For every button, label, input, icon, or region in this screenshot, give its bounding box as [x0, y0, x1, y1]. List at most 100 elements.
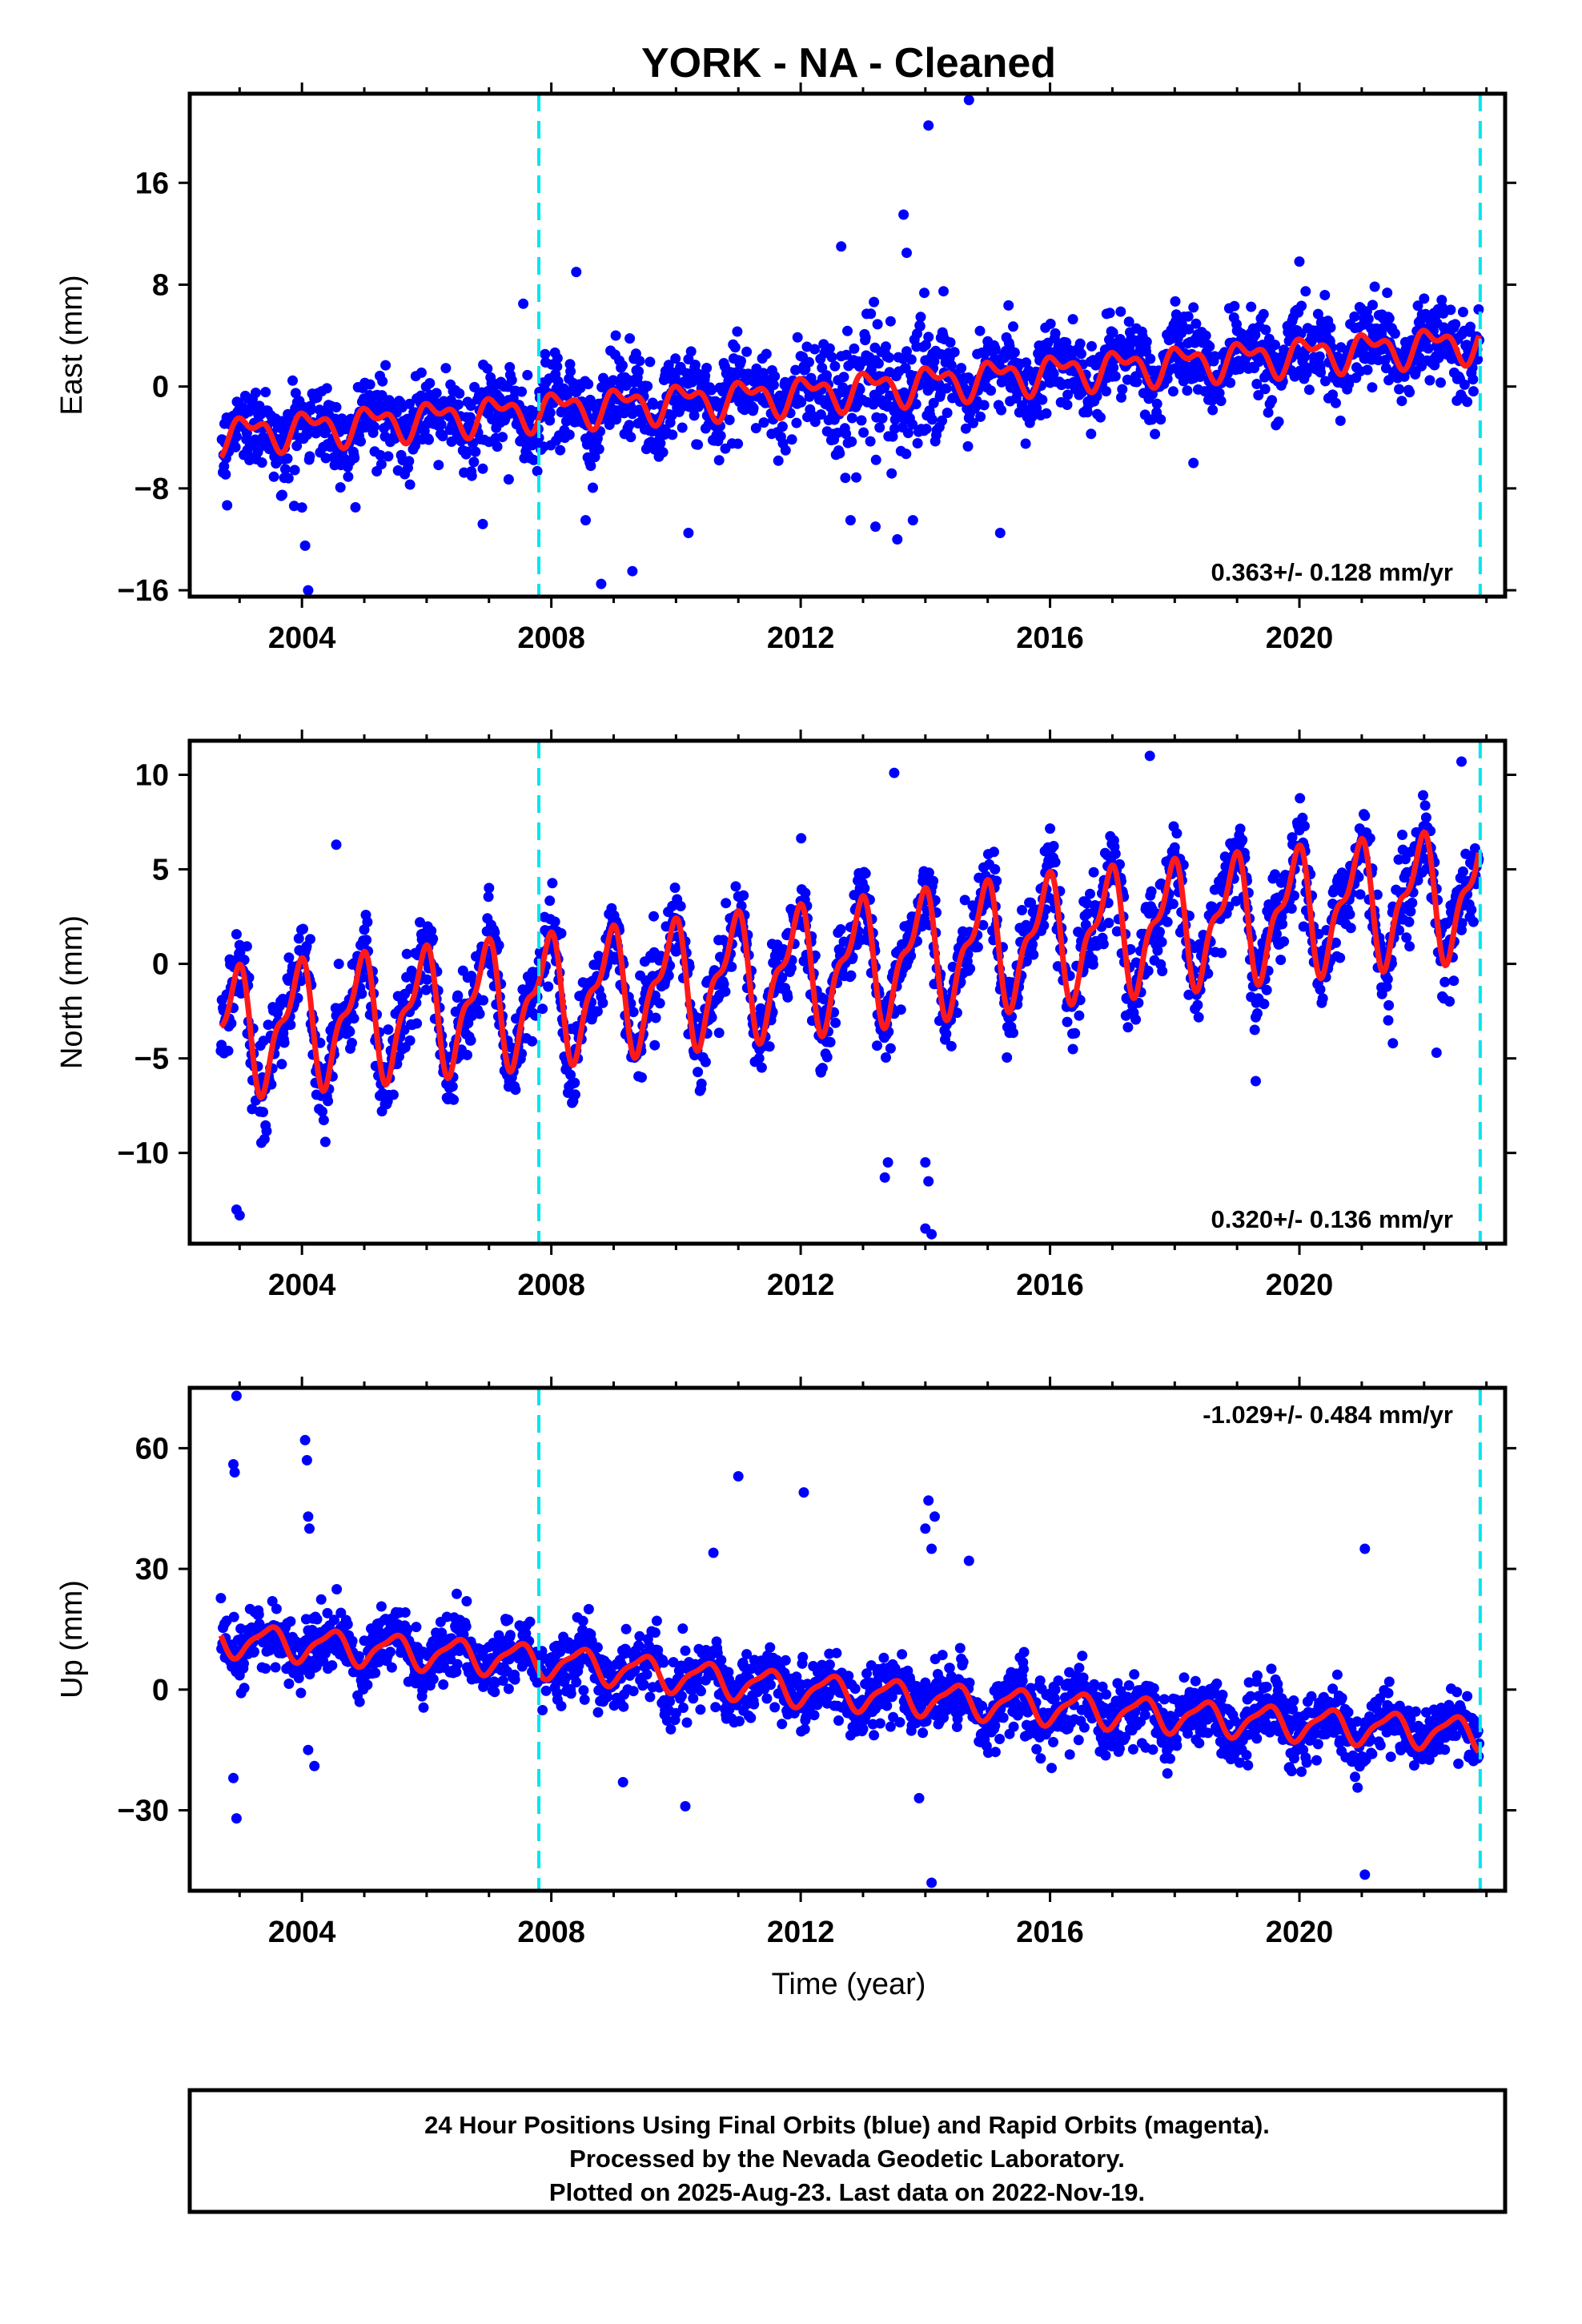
data-point	[261, 1125, 272, 1136]
data-point	[1182, 385, 1193, 396]
x-tick-label: 2016	[1016, 1269, 1084, 1302]
data-point	[874, 422, 885, 433]
data-point	[570, 1089, 580, 1100]
data-point	[220, 468, 231, 480]
data-point	[1315, 984, 1326, 995]
data-point	[912, 438, 923, 448]
data-point	[1344, 909, 1355, 920]
velocity-rate-label: 0.363+/- 0.128 mm/yr	[1211, 558, 1453, 586]
data-point	[1259, 384, 1271, 395]
data-point	[322, 1607, 333, 1618]
data-point	[555, 444, 566, 456]
outlier-point	[627, 565, 638, 577]
data-point	[478, 995, 489, 1006]
data-point	[250, 388, 261, 398]
data-point	[436, 1627, 448, 1638]
panel-frame	[187, 91, 1508, 599]
data-point	[885, 316, 896, 327]
data-point	[790, 364, 801, 376]
data-point	[1193, 1011, 1204, 1023]
data-point	[978, 919, 989, 931]
data-point	[1468, 916, 1479, 927]
outlier-point	[296, 502, 307, 513]
data-point	[1251, 379, 1263, 389]
data-point	[1152, 945, 1163, 956]
data-point	[846, 412, 857, 424]
data-point	[1048, 368, 1059, 380]
data-point	[383, 1024, 394, 1035]
x-tick-label: 2008	[517, 1269, 585, 1302]
data-point	[1183, 989, 1195, 1000]
data-point	[720, 986, 731, 997]
data-point	[362, 916, 373, 927]
data-point	[1115, 306, 1126, 317]
data-point	[624, 420, 635, 431]
data-point	[451, 1667, 462, 1678]
plot-area	[215, 1390, 1485, 1888]
data-point	[1216, 947, 1227, 959]
data-point	[349, 452, 360, 464]
outlier-point	[1387, 1038, 1399, 1049]
data-point	[431, 388, 442, 399]
data-point	[415, 917, 425, 928]
data-point	[1404, 941, 1415, 952]
outlier-point	[901, 247, 912, 259]
data-point	[565, 366, 576, 377]
outlier-point	[836, 241, 847, 252]
data-point	[503, 1683, 514, 1695]
data-point	[840, 472, 851, 484]
data-point	[469, 381, 480, 392]
data-point	[552, 376, 564, 387]
data-point	[1008, 321, 1018, 332]
data-point	[1363, 313, 1374, 324]
data-point	[1319, 290, 1331, 300]
data-point	[466, 971, 477, 982]
data-point	[1003, 300, 1014, 311]
data-point	[845, 970, 857, 981]
data-point	[259, 1133, 270, 1144]
data-point	[1191, 318, 1202, 329]
data-point	[923, 332, 934, 343]
data-point	[962, 440, 974, 452]
data-point	[354, 1696, 365, 1707]
data-point	[1294, 256, 1305, 267]
data-point	[901, 346, 912, 357]
outlier-point	[1456, 756, 1467, 767]
data-point	[726, 961, 737, 972]
data-point	[1444, 996, 1456, 1007]
data-point	[1215, 396, 1227, 407]
data-point	[1394, 384, 1405, 395]
data-point	[279, 464, 291, 475]
outlier-point	[845, 515, 856, 526]
data-point	[921, 424, 932, 435]
data-point	[1082, 407, 1093, 418]
data-point	[951, 1007, 962, 1019]
data-point	[462, 446, 472, 457]
data-point	[1435, 377, 1446, 388]
outlier-point	[920, 1223, 931, 1234]
data-point	[923, 867, 934, 879]
data-point	[1419, 800, 1431, 811]
data-point	[402, 1624, 413, 1634]
plot-area	[215, 750, 1484, 1240]
data-point	[990, 864, 1001, 875]
velocity-rate-label: 0.320+/- 0.136 mm/yr	[1211, 1205, 1453, 1233]
data-point	[464, 412, 476, 423]
data-point	[805, 372, 817, 384]
chart-title: YORK - NA - Cleaned	[641, 40, 1056, 86]
data-point	[537, 1003, 548, 1015]
data-point	[886, 468, 897, 479]
data-point	[972, 942, 983, 953]
data-point	[241, 941, 252, 952]
data-point	[675, 901, 686, 911]
data-point	[1371, 889, 1383, 900]
outlier-point	[907, 515, 918, 526]
data-point	[585, 460, 596, 472]
data-point	[1359, 810, 1371, 822]
data-point	[482, 363, 493, 374]
data-point	[1279, 936, 1290, 947]
data-point	[331, 1584, 343, 1594]
data-point	[1182, 311, 1194, 322]
data-point	[669, 883, 681, 893]
data-point	[270, 1662, 281, 1673]
